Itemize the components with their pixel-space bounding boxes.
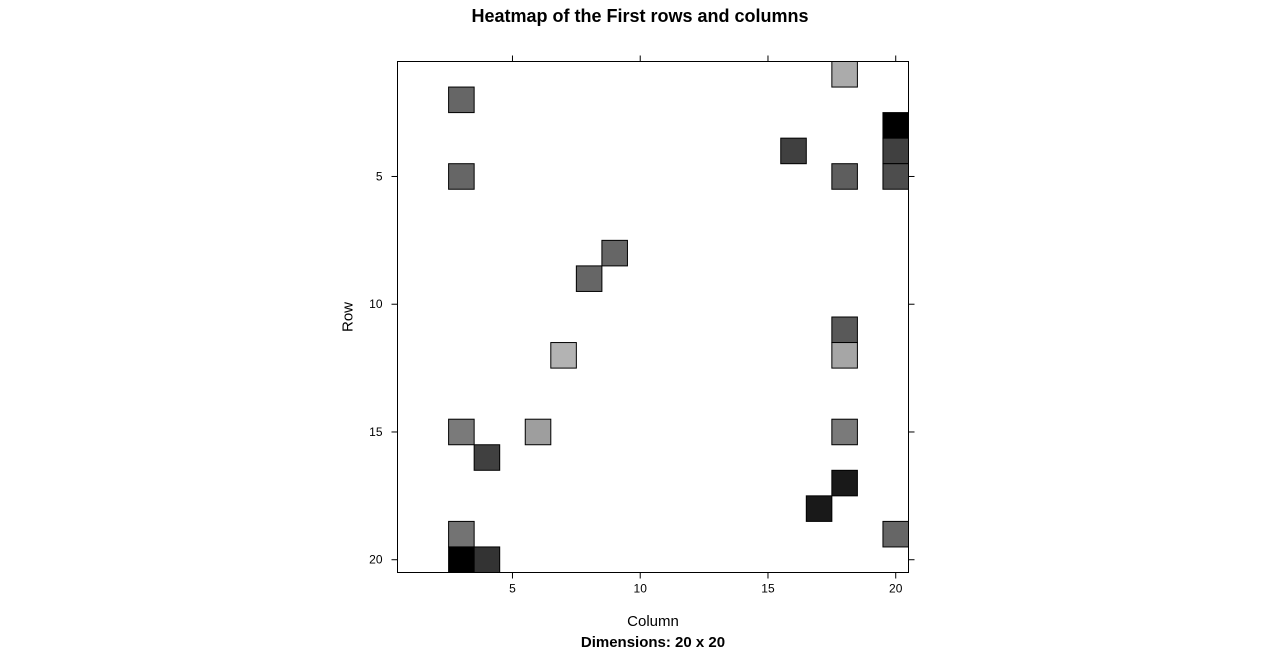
heatmap-cell bbox=[448, 86, 475, 114]
heatmap-cell bbox=[448, 520, 475, 548]
heatmap-cell bbox=[780, 137, 807, 165]
chart-title: Heatmap of the First rows and columns bbox=[471, 6, 809, 26]
y-tick-label: 5 bbox=[376, 169, 383, 183]
heatmap-cell bbox=[882, 520, 910, 548]
heatmap-cell bbox=[831, 469, 858, 497]
heatmap-cell bbox=[805, 495, 833, 522]
heatmap-cell bbox=[831, 163, 858, 190]
heatmap-cell bbox=[831, 61, 858, 88]
chart-subtitle: Dimensions: 20 x 20 bbox=[580, 634, 726, 651]
heatmap-cell bbox=[473, 444, 501, 471]
heatmap-cell bbox=[831, 316, 858, 344]
heatmap-cell bbox=[601, 239, 628, 267]
heatmap-cell bbox=[550, 342, 577, 369]
heatmap-cell bbox=[882, 163, 910, 190]
heatmap-cell bbox=[831, 342, 858, 369]
x-tick-label: 10 bbox=[634, 582, 648, 596]
axis-ticks: 5 10 15 20 5 10 15 20 bbox=[369, 55, 915, 596]
heatmap-cell bbox=[524, 418, 552, 446]
heatmap-cell bbox=[831, 418, 858, 446]
heatmap-cells bbox=[448, 61, 910, 574]
x-axis-label: Column bbox=[627, 613, 679, 630]
x-tick-label: 5 bbox=[509, 582, 516, 596]
heatmap-cell bbox=[448, 418, 475, 446]
heatmap-cell bbox=[882, 137, 910, 165]
heatmap-cell bbox=[473, 546, 501, 574]
x-tick-label: 20 bbox=[889, 582, 903, 596]
plot-frame bbox=[397, 61, 909, 573]
heatmap-cell bbox=[448, 163, 475, 190]
y-tick-label: 20 bbox=[369, 553, 383, 567]
y-tick-label: 15 bbox=[369, 425, 383, 439]
heatmap-cell bbox=[575, 265, 603, 292]
x-tick-label: 15 bbox=[761, 582, 775, 596]
y-tick-label: 10 bbox=[369, 297, 383, 311]
heatmap-cell bbox=[882, 112, 910, 139]
heatmap-cell bbox=[448, 546, 475, 574]
